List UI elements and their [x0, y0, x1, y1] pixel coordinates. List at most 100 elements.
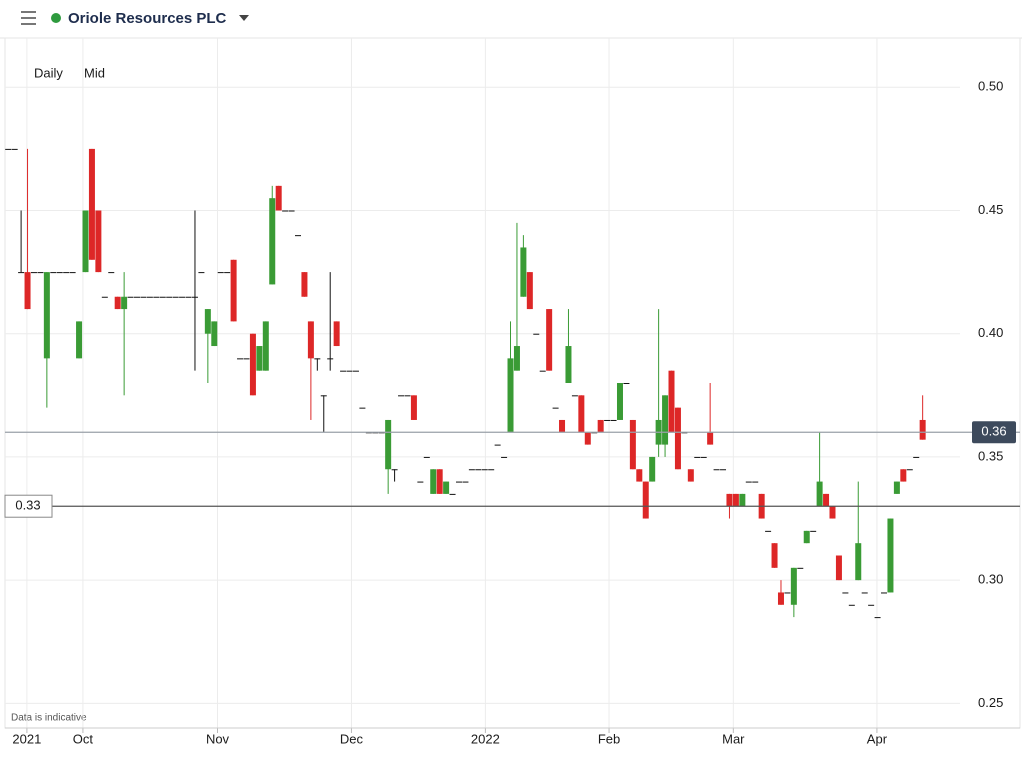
candle-body	[166, 296, 173, 298]
candle-body	[848, 604, 855, 606]
candle-body	[340, 370, 347, 372]
candle-body	[842, 592, 849, 594]
dropdown-caret[interactable]	[239, 15, 249, 21]
candle-body	[610, 419, 617, 421]
candle-body	[745, 481, 752, 483]
candle-body	[855, 543, 862, 581]
candle-body	[887, 518, 894, 593]
x-tick-label: 2021	[12, 731, 41, 746]
candle-body	[494, 444, 501, 446]
candle-body	[140, 296, 147, 298]
candle-body	[449, 493, 456, 495]
candle-body	[687, 469, 694, 482]
candle-body	[269, 198, 276, 285]
y-tick-label: 0.50	[978, 79, 1003, 94]
x-tick-label: Oct	[73, 731, 94, 746]
candle-body	[520, 247, 527, 297]
candle-body	[468, 469, 475, 471]
candle-body	[56, 272, 63, 274]
candle-body	[385, 419, 392, 470]
candle-body	[726, 493, 733, 507]
candle-body	[404, 395, 411, 397]
candle-body	[475, 469, 482, 471]
candle-body	[919, 419, 926, 440]
candle-body	[5, 148, 12, 150]
price-label-box	[972, 421, 1016, 444]
header-bar	[0, 0, 1022, 38]
candle-body	[900, 469, 907, 482]
candle-body	[275, 185, 282, 211]
candle-body	[823, 493, 830, 507]
candle-body	[552, 407, 559, 409]
candle-body	[739, 493, 746, 507]
candle-body	[430, 469, 437, 494]
candle-body	[790, 567, 797, 605]
candle-body	[674, 407, 681, 470]
candle-body	[893, 481, 900, 494]
menu-icon[interactable]	[21, 11, 36, 25]
y-tick-label: 0.30	[978, 572, 1003, 587]
candle-body	[88, 148, 95, 260]
candle-body	[108, 272, 115, 274]
candle-body	[868, 604, 875, 606]
candle-body	[391, 469, 398, 471]
candle-body	[533, 333, 540, 335]
price-label: 0.33	[15, 498, 40, 513]
candle-body	[578, 395, 585, 433]
interval-button[interactable]: Daily	[34, 65, 63, 80]
candle-body	[307, 321, 314, 359]
candle-body	[159, 296, 166, 298]
candle-body	[417, 481, 424, 483]
candle-body	[526, 272, 533, 310]
y-tick-label: 0.35	[978, 448, 1003, 463]
candle-body	[134, 296, 141, 298]
candle-body	[217, 272, 224, 274]
price-type-button[interactable]: Mid	[84, 65, 105, 80]
candle-body	[604, 419, 611, 421]
candle-body	[249, 333, 256, 396]
candle-body	[50, 272, 57, 274]
candle-body	[784, 592, 791, 594]
candle-body	[327, 358, 334, 360]
candle-body	[410, 395, 417, 420]
candle-body	[565, 346, 572, 383]
candle-body	[765, 530, 772, 532]
candle-body	[559, 419, 566, 433]
candle-body	[95, 210, 102, 273]
x-tick-label: Nov	[206, 731, 230, 746]
candle-body	[662, 395, 669, 445]
x-tick-label: Mar	[722, 731, 745, 746]
candle-body	[204, 309, 211, 334]
candle-body	[24, 272, 31, 310]
candle-body	[243, 358, 250, 360]
candle-body	[597, 419, 604, 433]
candle-body	[906, 469, 913, 471]
candle-body	[423, 456, 430, 458]
candle-body	[835, 555, 842, 581]
candle-body	[301, 272, 308, 297]
candle-body	[398, 395, 405, 397]
candle-body	[114, 296, 121, 310]
candle-body	[237, 358, 244, 360]
candle-body	[179, 296, 186, 298]
candle-body	[314, 358, 321, 360]
candle-body	[629, 419, 636, 470]
candle-body	[571, 395, 578, 397]
disclaimer: Data is indicative	[11, 713, 87, 724]
candle-body	[11, 148, 18, 150]
candle-body	[43, 272, 50, 359]
candle-body	[501, 456, 508, 458]
candle-body	[642, 481, 649, 519]
y-tick-label: 0.40	[978, 325, 1003, 340]
candle-body	[18, 272, 25, 274]
candle-body	[771, 543, 778, 568]
instrument-title[interactable]: Oriole Resources PLC	[68, 10, 227, 27]
candle-body	[198, 272, 205, 274]
candle-body	[616, 383, 623, 420]
candle-body	[913, 456, 920, 458]
candle-body	[63, 272, 70, 274]
candle-body	[752, 481, 759, 483]
candle-body	[211, 321, 218, 347]
candle-body	[288, 210, 295, 212]
